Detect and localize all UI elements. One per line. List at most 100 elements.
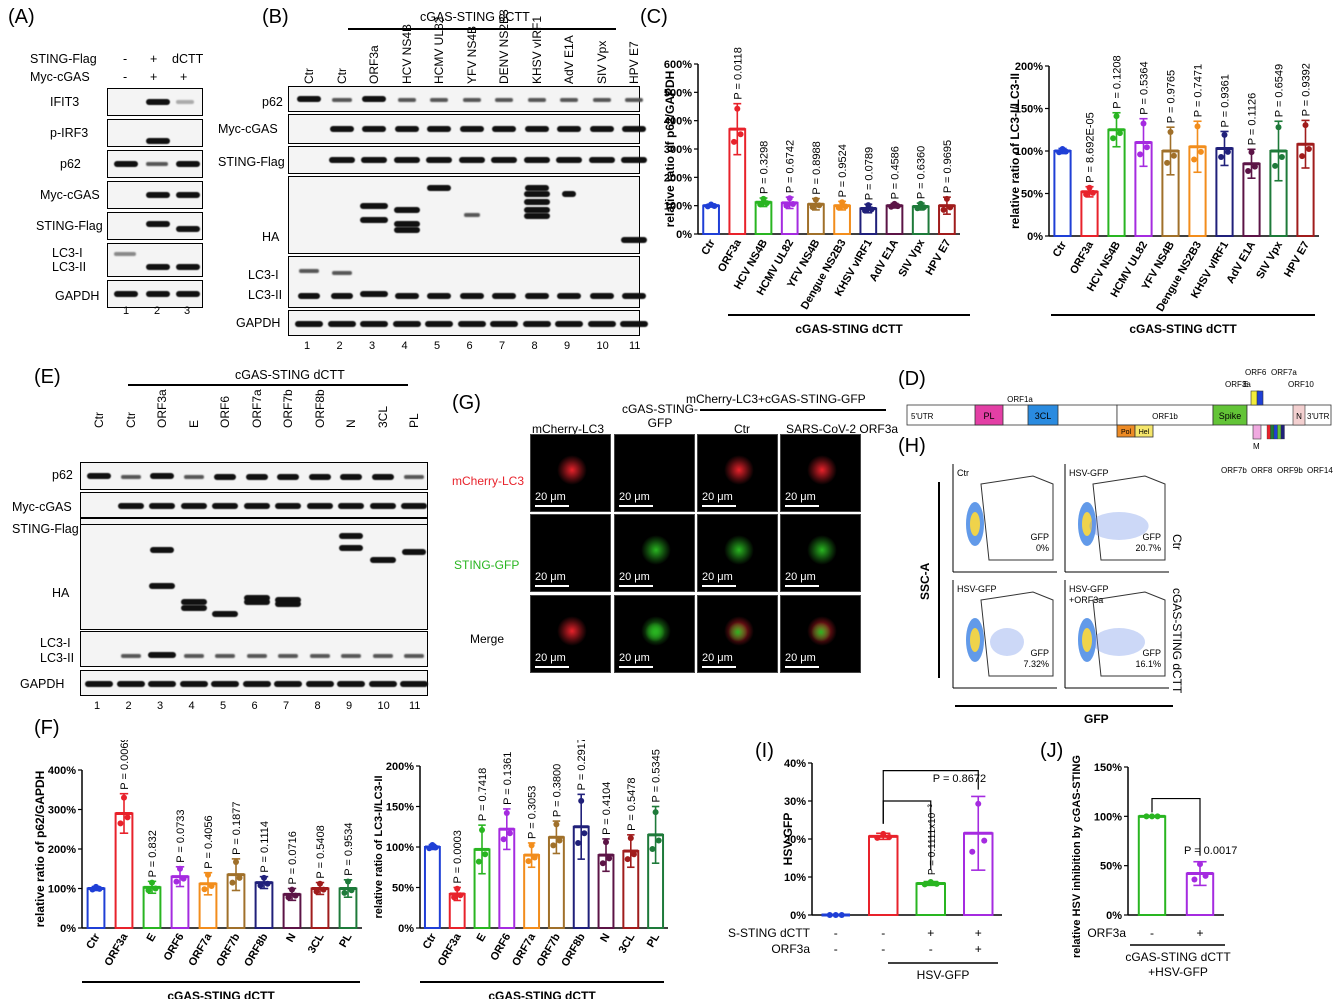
data-point [606,855,613,862]
y-tick-label: 0% [790,910,806,922]
data-point [578,797,585,804]
micrograph: 20 μm [530,595,611,673]
data-point [969,848,976,855]
y-tick-label: 100% [664,201,692,213]
e-col-7: ORF7b [281,389,295,428]
y-tick-label: 400% [664,116,692,128]
treatment-sign: - [881,942,885,956]
data-point [603,839,609,846]
orf7b-label: ORF7b [1221,466,1247,475]
panel-label-g: (G) [452,392,481,414]
data-point [981,837,988,844]
y-tick-label: 100% [386,842,414,854]
band [85,681,113,687]
data-point [581,830,588,837]
blot-e-lc3 [80,631,428,667]
band [340,474,362,480]
orf10-label: ORF10 [1288,380,1314,389]
category-label: HPV E7 [924,238,954,278]
chart-c1: 0% 100% 200% 300% 400% 500% 600% Ctr P = 0.0118 O… [663,47,970,336]
band [495,98,513,102]
band [560,98,578,102]
b-label-ha: HA [262,230,280,244]
p-value-label: P = 0.5478 [626,778,638,831]
data-point [345,878,351,885]
h-ylabel-line [938,482,940,678]
y-axis-label: HSV-GFP [781,813,795,866]
p-value-label: P = 0.1361 [502,752,514,805]
data-point [839,199,846,206]
h-xlabel-line [955,705,1173,707]
scale-bar [535,666,569,668]
band [331,271,352,275]
data-point [341,889,348,896]
e-col-11: PL [407,413,421,428]
e-col-6: ORF7a [249,389,264,428]
e-lane-6: 6 [251,700,258,712]
y-tick-label: 150% [1094,762,1122,774]
gfp-population [990,628,1024,656]
blot-e-gapdh [80,670,428,696]
panel-label-a: (A) [8,6,35,28]
data-point [921,204,928,211]
orf6-label: ORF6 [1245,368,1267,377]
y-tick-label: 200% [48,844,76,856]
band [339,533,363,539]
band [524,293,549,299]
band [459,126,484,132]
p-value-label: P = 0.0003 [452,830,464,883]
band [404,475,424,479]
e-label-lc3i: LC3-I [40,636,71,650]
data-point [914,205,921,212]
band [492,293,516,299]
b-lane-7: 7 [499,340,506,352]
micrograph: 20 μm [780,595,861,673]
category-label: PL [337,931,355,949]
plot-title: HSV-GFP [1069,584,1109,594]
y-tick-label: 50% [1021,189,1043,201]
data-point [1167,128,1174,135]
data-point [1086,184,1093,191]
band [625,98,643,102]
fluorescent-signal [807,455,837,485]
lane-a3: 3 [184,305,191,317]
band [361,157,387,163]
blot-p62-a [107,150,203,178]
data-point [757,201,764,208]
gate [980,475,1054,561]
band [523,207,550,213]
scale-bar [535,585,569,587]
data-point [525,858,532,865]
y-tick-label: 50% [1100,861,1122,873]
band [87,473,111,479]
data-point [1272,162,1279,169]
b-col-8: KHSV vIRF1 [529,15,544,84]
e-label-lc3ii: LC3-II [40,651,75,665]
e-col-3: ORF3a [155,389,169,428]
y-tick-label: 50% [392,883,414,895]
group-label: HSV-GFP [917,968,970,982]
band [328,157,355,163]
fluorescent-signal [557,616,587,646]
band [120,475,141,479]
data-point [96,885,103,892]
data-point [1113,113,1120,120]
p-value-label: P = 0.5364 [1139,61,1151,114]
category-label: ORF3a [102,931,131,968]
scale-bar-label: 20 μm [785,571,816,583]
m-label: M [1253,442,1260,451]
y-axis-label: relative ratio of p62/GAPDH [663,71,677,228]
category-label: N [284,931,298,944]
panel-label-i: (I) [755,740,774,762]
band [309,654,330,658]
fluorescent-signal [724,535,754,565]
blot-pirf3 [107,119,203,147]
data-point [655,837,662,844]
category-label: N [598,931,612,944]
p-value-label: P = 0.6742 [785,140,797,193]
band [393,221,420,227]
data-point [1164,159,1171,166]
data-point [292,892,299,899]
y-tick-label: 20% [784,834,806,846]
data-point [124,814,131,821]
